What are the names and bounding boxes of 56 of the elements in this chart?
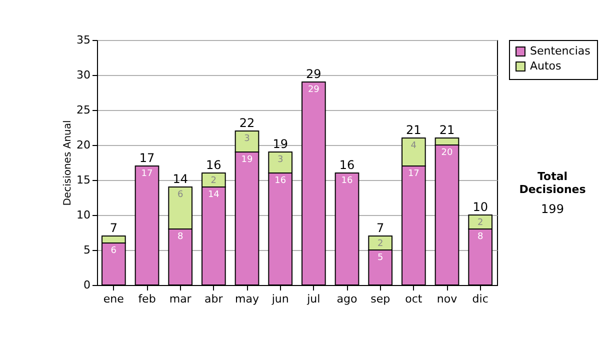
x-tick-label: jun xyxy=(270,292,289,306)
y-tick-label: 30 xyxy=(76,68,90,82)
total-label: 16 xyxy=(206,158,222,172)
x-tick-label: sep xyxy=(370,292,390,306)
data-label: 17 xyxy=(408,169,420,179)
x-tick-label: jul xyxy=(306,292,320,306)
total-label: 22 xyxy=(239,116,255,130)
data-label: 2 xyxy=(210,176,217,186)
x-tick-label: dic xyxy=(472,292,488,306)
y-tick-label: 5 xyxy=(84,244,90,256)
total-label: 7 xyxy=(110,221,118,235)
y-tick-label: 25 xyxy=(76,104,90,116)
data-label: 16 xyxy=(274,176,286,186)
data-label: 3 xyxy=(244,134,250,144)
y-tick-label: 10 xyxy=(76,208,90,222)
data-label: 8 xyxy=(477,232,484,242)
total-label: 17 xyxy=(139,151,155,165)
data-label: 14 xyxy=(208,190,220,200)
data-label: 17 xyxy=(141,169,153,179)
x-tick-label: ene xyxy=(103,292,124,306)
data-label: 6 xyxy=(110,246,117,256)
data-label: 5 xyxy=(377,253,384,263)
y-tick-label: 0 xyxy=(84,278,90,292)
x-tick-label: ago xyxy=(336,292,358,306)
data-label: 8 xyxy=(177,232,184,242)
x-tick-label: mar xyxy=(169,292,192,306)
data-label: 6 xyxy=(177,190,184,200)
total-label: 14 xyxy=(172,172,188,186)
total-label: 21 xyxy=(406,123,422,137)
data-label: 4 xyxy=(410,141,417,151)
y-tick-label: 15 xyxy=(76,174,90,186)
data-label: 2 xyxy=(477,218,484,228)
x-tick-label: nov xyxy=(436,292,458,306)
total-label: 7 xyxy=(376,221,384,235)
total-label: 21 xyxy=(439,123,455,137)
x-tick-label: abr xyxy=(204,292,224,306)
total-label: 10 xyxy=(472,200,488,214)
legend-label: Autos xyxy=(530,60,562,72)
data-label: 19 xyxy=(241,155,253,165)
y-tick-label: 20 xyxy=(76,138,90,152)
data-label: 29 xyxy=(308,85,320,95)
data-label: 2 xyxy=(377,239,384,249)
total-label: 29 xyxy=(306,67,322,81)
x-tick-label: oct xyxy=(405,292,423,306)
text: Total Decisiones xyxy=(518,170,587,196)
y-tick-label: 35 xyxy=(76,34,90,46)
text: 199 xyxy=(540,202,565,216)
total-label: 19 xyxy=(272,137,288,151)
data-label: 3 xyxy=(277,155,284,165)
x-tick-label: feb xyxy=(138,292,156,306)
y-axis-title: Decisiones Anual xyxy=(62,120,74,206)
x-tick-label: may xyxy=(235,292,260,306)
data-label: 16 xyxy=(341,176,353,186)
data-label: 20 xyxy=(441,148,453,158)
total-label: 16 xyxy=(339,158,355,172)
legend-label: Sentencias xyxy=(530,44,591,58)
